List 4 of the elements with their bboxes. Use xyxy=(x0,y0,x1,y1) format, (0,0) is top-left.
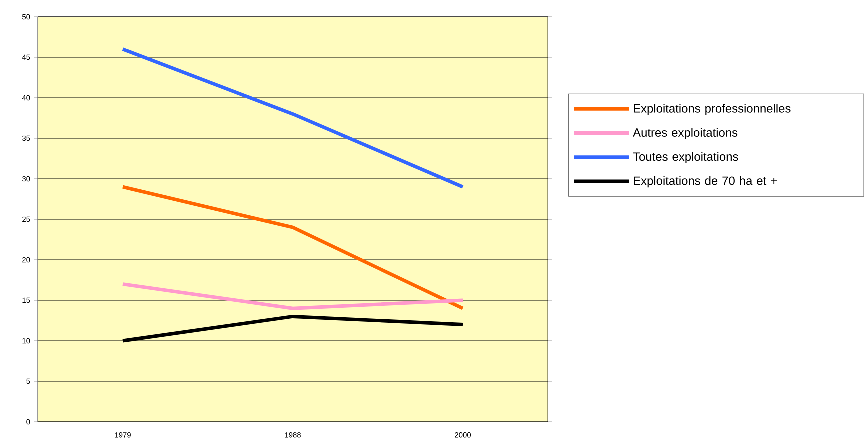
legend-label: Exploitations professionnelles xyxy=(634,104,791,116)
legend-label: Autres exploitations xyxy=(633,128,738,140)
legend-label: Exploitations de 70 ha et + xyxy=(634,176,778,188)
legend-label: Toutes exploitations xyxy=(633,152,738,164)
